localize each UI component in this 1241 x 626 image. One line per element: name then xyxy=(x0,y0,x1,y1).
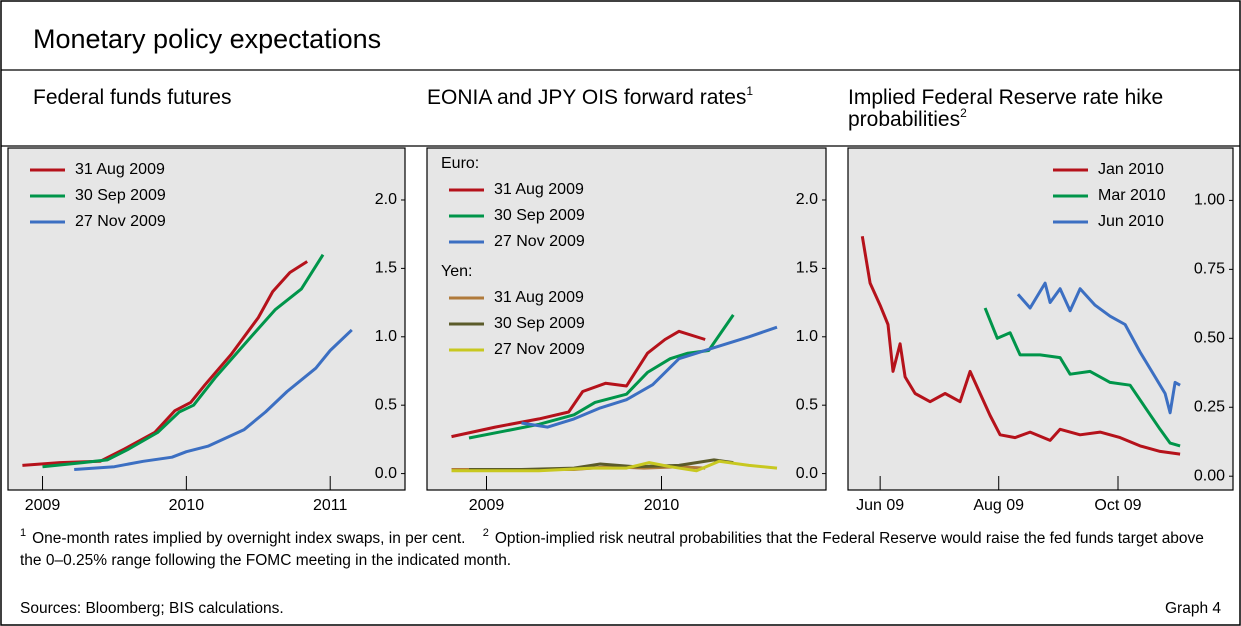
panel-subtitle: EONIA and JPY OIS forward rates1 xyxy=(427,84,772,109)
y-tick-label: 0.5 xyxy=(375,396,397,413)
y-tick-label: 0.75 xyxy=(1194,261,1225,278)
footnotes: 1 One-month rates implied by overnight in… xyxy=(20,528,1220,572)
panel-subtitle: Federal funds futures xyxy=(33,87,393,109)
subtitle-text: Federal funds futures xyxy=(33,86,232,109)
legend-label: 27 Nov 2009 xyxy=(494,233,585,250)
x-tick-label: Oct 09 xyxy=(1094,497,1141,514)
legend-label: 30 Sep 2009 xyxy=(494,315,585,332)
series-line xyxy=(1016,281,1181,415)
y-tick-label: 0.25 xyxy=(1194,398,1225,415)
series-line xyxy=(521,325,778,429)
legend-label: 30 Sep 2009 xyxy=(494,207,585,224)
legend-label: 31 Aug 2009 xyxy=(75,161,165,178)
subtitle-text: EONIA and JPY OIS forward rates xyxy=(427,86,747,109)
x-tick-label: 2010 xyxy=(169,497,205,514)
x-tick-label: 2011 xyxy=(313,497,348,514)
legend-group-label: Yen: xyxy=(441,263,472,280)
y-tick-label: 0.0 xyxy=(375,465,397,482)
footnote-marker: 1 xyxy=(20,527,27,539)
footnote-text: Option-implied risk neutral probabilitie… xyxy=(20,530,1204,569)
graph-label: Graph 4 xyxy=(1164,600,1221,617)
page-title: Monetary policy expectations xyxy=(33,24,382,54)
legend-label: 30 Sep 2009 xyxy=(75,187,166,204)
legend-label: Jun 2010 xyxy=(1098,213,1164,230)
footnote-text: One-month rates implied by overnight ind… xyxy=(32,530,466,547)
series-line xyxy=(451,329,706,439)
x-tick-label: 2010 xyxy=(644,497,680,514)
y-tick-label: 1.5 xyxy=(375,260,397,277)
series-line xyxy=(469,458,734,471)
y-tick-label: 0.00 xyxy=(1194,467,1225,484)
y-tick-label: 1.0 xyxy=(796,328,818,345)
y-tick-label: 0.5 xyxy=(796,396,818,413)
x-tick-label: 2009 xyxy=(25,497,61,514)
subtitle-text: Implied Federal Reserve rate hike probab… xyxy=(848,86,1164,131)
y-tick-label: 0.0 xyxy=(796,465,818,482)
series-line xyxy=(451,459,778,473)
y-tick-label: 2.0 xyxy=(796,191,818,208)
series-line xyxy=(74,328,353,471)
y-tick-label: 1.5 xyxy=(796,260,818,277)
y-tick-label: 0.50 xyxy=(1194,330,1225,347)
series-line xyxy=(983,307,1181,448)
legend-label: Jan 2010 xyxy=(1098,161,1164,178)
footnote-ref: 2 xyxy=(960,106,967,120)
y-tick-label: 2.0 xyxy=(375,191,397,208)
plot-area xyxy=(847,147,1234,491)
sources: Sources: Bloomberg; BIS calculations. xyxy=(20,600,284,617)
x-tick-label: 2009 xyxy=(469,497,505,514)
y-tick-label: 1.00 xyxy=(1194,192,1225,209)
panel-subtitle: Implied Federal Reserve rate hike probab… xyxy=(848,87,1218,131)
legend-label: 27 Nov 2009 xyxy=(494,341,585,358)
series-line xyxy=(860,236,1181,456)
footnote-marker: 2 xyxy=(482,527,489,539)
y-tick-label: 1.0 xyxy=(375,328,397,345)
footnote-ref: 1 xyxy=(746,84,754,98)
x-tick-label: Aug 09 xyxy=(973,497,1024,514)
legend-group-label: Euro: xyxy=(441,155,479,172)
legend-label: 31 Aug 2009 xyxy=(494,181,584,198)
plot-area xyxy=(426,147,827,491)
plot-area xyxy=(7,147,406,491)
legend-label: 31 Aug 2009 xyxy=(494,289,584,306)
x-tick-label: Jun 09 xyxy=(856,497,904,514)
legend-label: 27 Nov 2009 xyxy=(75,213,166,230)
series-line xyxy=(42,253,325,469)
legend-label: Mar 2010 xyxy=(1098,187,1166,204)
